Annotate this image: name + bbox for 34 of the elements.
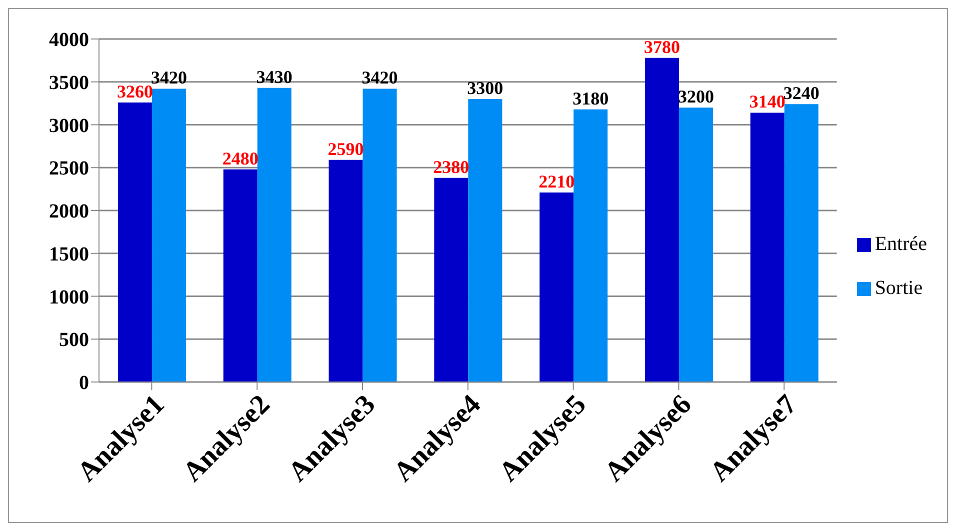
y-tick-label: 1000 [49,286,89,308]
y-tick-label: 3000 [49,114,89,137]
bar [784,104,818,382]
data-label: 3420 [150,68,187,88]
bar [434,178,468,382]
bar [468,99,502,382]
data-label: 3420 [362,68,398,88]
data-label: 3780 [644,36,680,57]
y-tick-label: 3500 [49,72,89,94]
data-label: 3260 [116,81,153,102]
bar [223,169,258,382]
y-tick-label: 0 [79,372,89,394]
data-label: 3180 [572,88,609,108]
bar [257,88,292,382]
y-tick-label: 1500 [49,243,89,266]
bar [678,108,713,382]
data-label: 3430 [256,66,292,87]
bar [152,88,186,382]
legend-label: Entrée [874,232,927,254]
bar [362,88,397,382]
data-label: 3140 [749,92,786,112]
bar [750,112,784,382]
data-label: 2590 [328,138,364,159]
bar [540,192,574,382]
bar [118,102,152,382]
bar [644,58,679,382]
y-tick-label: 2000 [49,200,89,223]
data-label: 3300 [467,78,504,98]
y-tick-label: 2500 [49,158,89,180]
legend-label: Sortie [874,276,923,298]
y-tick-label: 4000 [49,29,89,52]
y-tick-label: 500 [59,329,89,352]
bar [574,109,608,382]
bar [328,160,363,382]
